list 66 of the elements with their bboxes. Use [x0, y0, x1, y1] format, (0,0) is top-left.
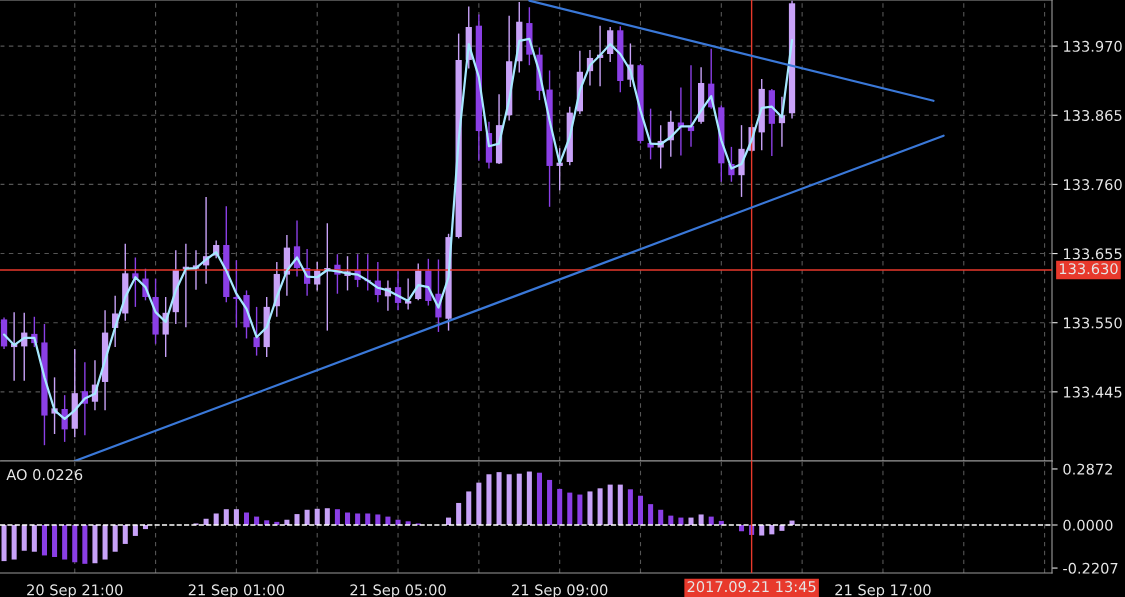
- bar: [658, 509, 664, 525]
- bar: [213, 513, 219, 525]
- bar: [627, 489, 633, 525]
- bar: [31, 525, 37, 552]
- y-tick-label: 0.0000: [1063, 519, 1113, 531]
- y-tick-label: -0.2207: [1063, 562, 1118, 574]
- bar: [607, 484, 613, 525]
- bar: [536, 472, 542, 525]
- bar: [577, 494, 583, 525]
- bar: [52, 525, 58, 557]
- bar: [526, 471, 532, 525]
- bar: [72, 525, 78, 563]
- bar: [1, 525, 7, 562]
- bar: [254, 516, 260, 525]
- y-tick-label: 133.970: [1064, 40, 1122, 52]
- candlestick: [405, 277, 412, 311]
- bar: [648, 504, 654, 525]
- bar: [233, 509, 239, 525]
- bar: [759, 525, 765, 536]
- bar: [21, 525, 27, 551]
- bar: [82, 525, 88, 564]
- bar: [112, 525, 118, 552]
- y-tick-label: 0.2872: [1063, 463, 1112, 475]
- bar: [476, 482, 482, 525]
- bar: [62, 525, 68, 560]
- bar: [132, 525, 138, 536]
- ref-line-label: 2017.09.21 13:45: [687, 581, 816, 593]
- y-tick-label: 133.760: [1064, 179, 1122, 191]
- y-tick-label: 133.865: [1064, 109, 1122, 121]
- bar: [304, 509, 310, 525]
- bar: [587, 491, 593, 525]
- bar: [294, 514, 300, 525]
- bar: [506, 474, 512, 525]
- bar: [456, 502, 462, 525]
- chart-title: AO 0.0226: [6, 469, 83, 481]
- candlestick: [132, 256, 139, 308]
- bar: [355, 513, 361, 525]
- candlestick: [253, 306, 260, 357]
- y-tick-label: 133.550: [1064, 317, 1122, 329]
- bar: [516, 473, 522, 525]
- bar: [496, 472, 502, 525]
- ref-line-label: 133.630: [1059, 263, 1118, 275]
- bar: [688, 517, 694, 525]
- bar: [597, 488, 603, 525]
- bar: [223, 509, 229, 525]
- bar: [334, 509, 340, 525]
- bar: [314, 508, 320, 525]
- y-tick-label: 133.445: [1064, 386, 1122, 398]
- bar: [637, 495, 644, 525]
- bar: [375, 514, 381, 525]
- bar: [41, 525, 47, 556]
- bar: [324, 508, 330, 525]
- bar: [617, 484, 623, 525]
- y-tick-label: 133.655: [1064, 248, 1122, 260]
- candlestick: [647, 107, 654, 161]
- bar: [11, 525, 17, 560]
- bar: [547, 479, 553, 525]
- bar: [698, 514, 704, 525]
- bar: [486, 474, 492, 525]
- bar: [92, 525, 98, 564]
- bar: [102, 525, 108, 560]
- bar: [466, 491, 472, 525]
- bar: [122, 525, 128, 544]
- bar: [557, 488, 563, 525]
- bar: [365, 513, 371, 525]
- bar: [567, 492, 573, 525]
